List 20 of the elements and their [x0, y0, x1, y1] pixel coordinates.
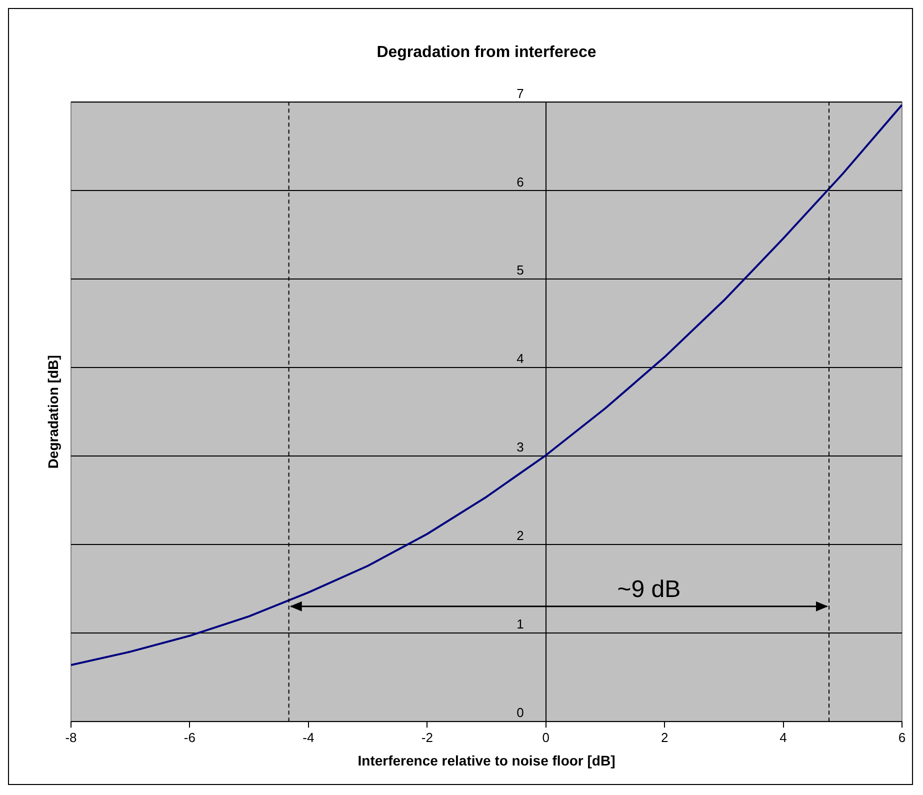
y-tick-label: 0	[516, 705, 524, 720]
x-tick-label: 4	[780, 730, 787, 745]
y-axis-title: Degradation [dB]	[44, 355, 61, 469]
x-tick-label: -2	[421, 730, 433, 745]
x-tick-label: -8	[65, 730, 77, 745]
y-tick-label: 4	[516, 351, 524, 366]
y-tick-label: 5	[516, 262, 524, 278]
y-tick-label: 2	[516, 528, 524, 544]
x-tick-label: -6	[184, 730, 196, 745]
x-tick-label: 0	[542, 730, 550, 745]
x-axis-title: Interference relative to noise floor [dB]	[358, 752, 616, 768]
annotation: ~9 dB	[617, 576, 681, 604]
y-tick-label: 6	[516, 174, 524, 190]
chart-title: Degradation from interferece	[376, 44, 596, 62]
x-tick-label: 6	[898, 730, 906, 745]
x-tick-label: -4	[302, 730, 314, 745]
y-tick-label: 1	[516, 616, 524, 632]
x-tick-label: 2	[660, 730, 668, 745]
y-tick-label: 7	[516, 86, 524, 101]
y-tick-label: 3	[516, 440, 524, 455]
